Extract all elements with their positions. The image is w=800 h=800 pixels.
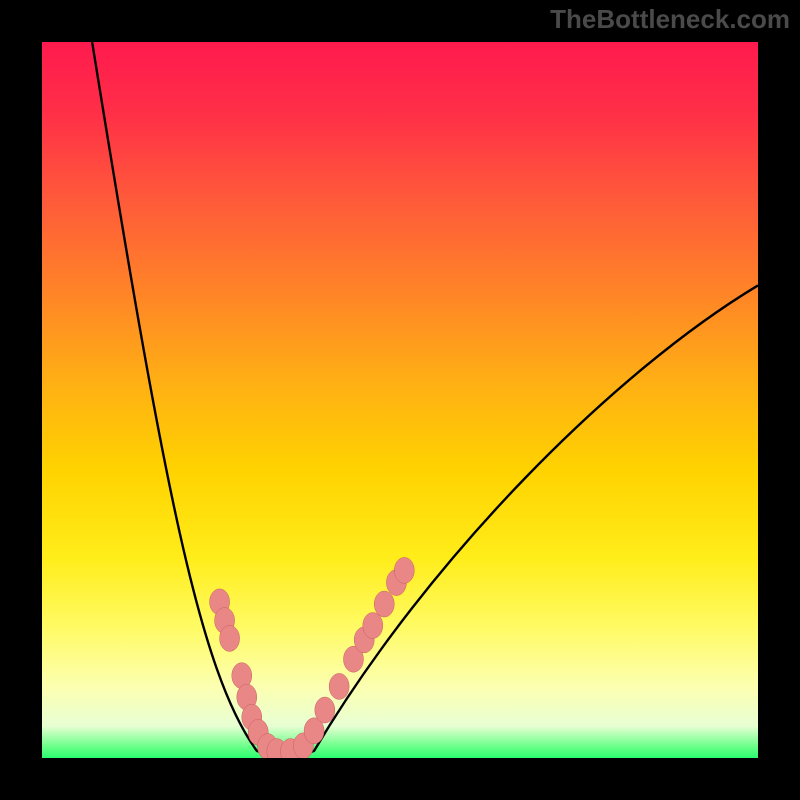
curve-marker [374, 591, 394, 617]
curve-marker [315, 697, 335, 723]
curve-marker [363, 613, 383, 639]
bottleneck-curve-chart [42, 42, 758, 758]
curve-marker-group [210, 557, 415, 758]
curve-left-branch [92, 42, 285, 757]
curve-marker [329, 673, 349, 699]
figure-container: TheBottleneck.com [0, 0, 800, 800]
plot-area [42, 42, 758, 758]
watermark-text: TheBottleneck.com [550, 4, 790, 35]
curve-marker [220, 625, 240, 651]
curve-right-branch [285, 285, 758, 756]
curve-marker [394, 557, 414, 583]
